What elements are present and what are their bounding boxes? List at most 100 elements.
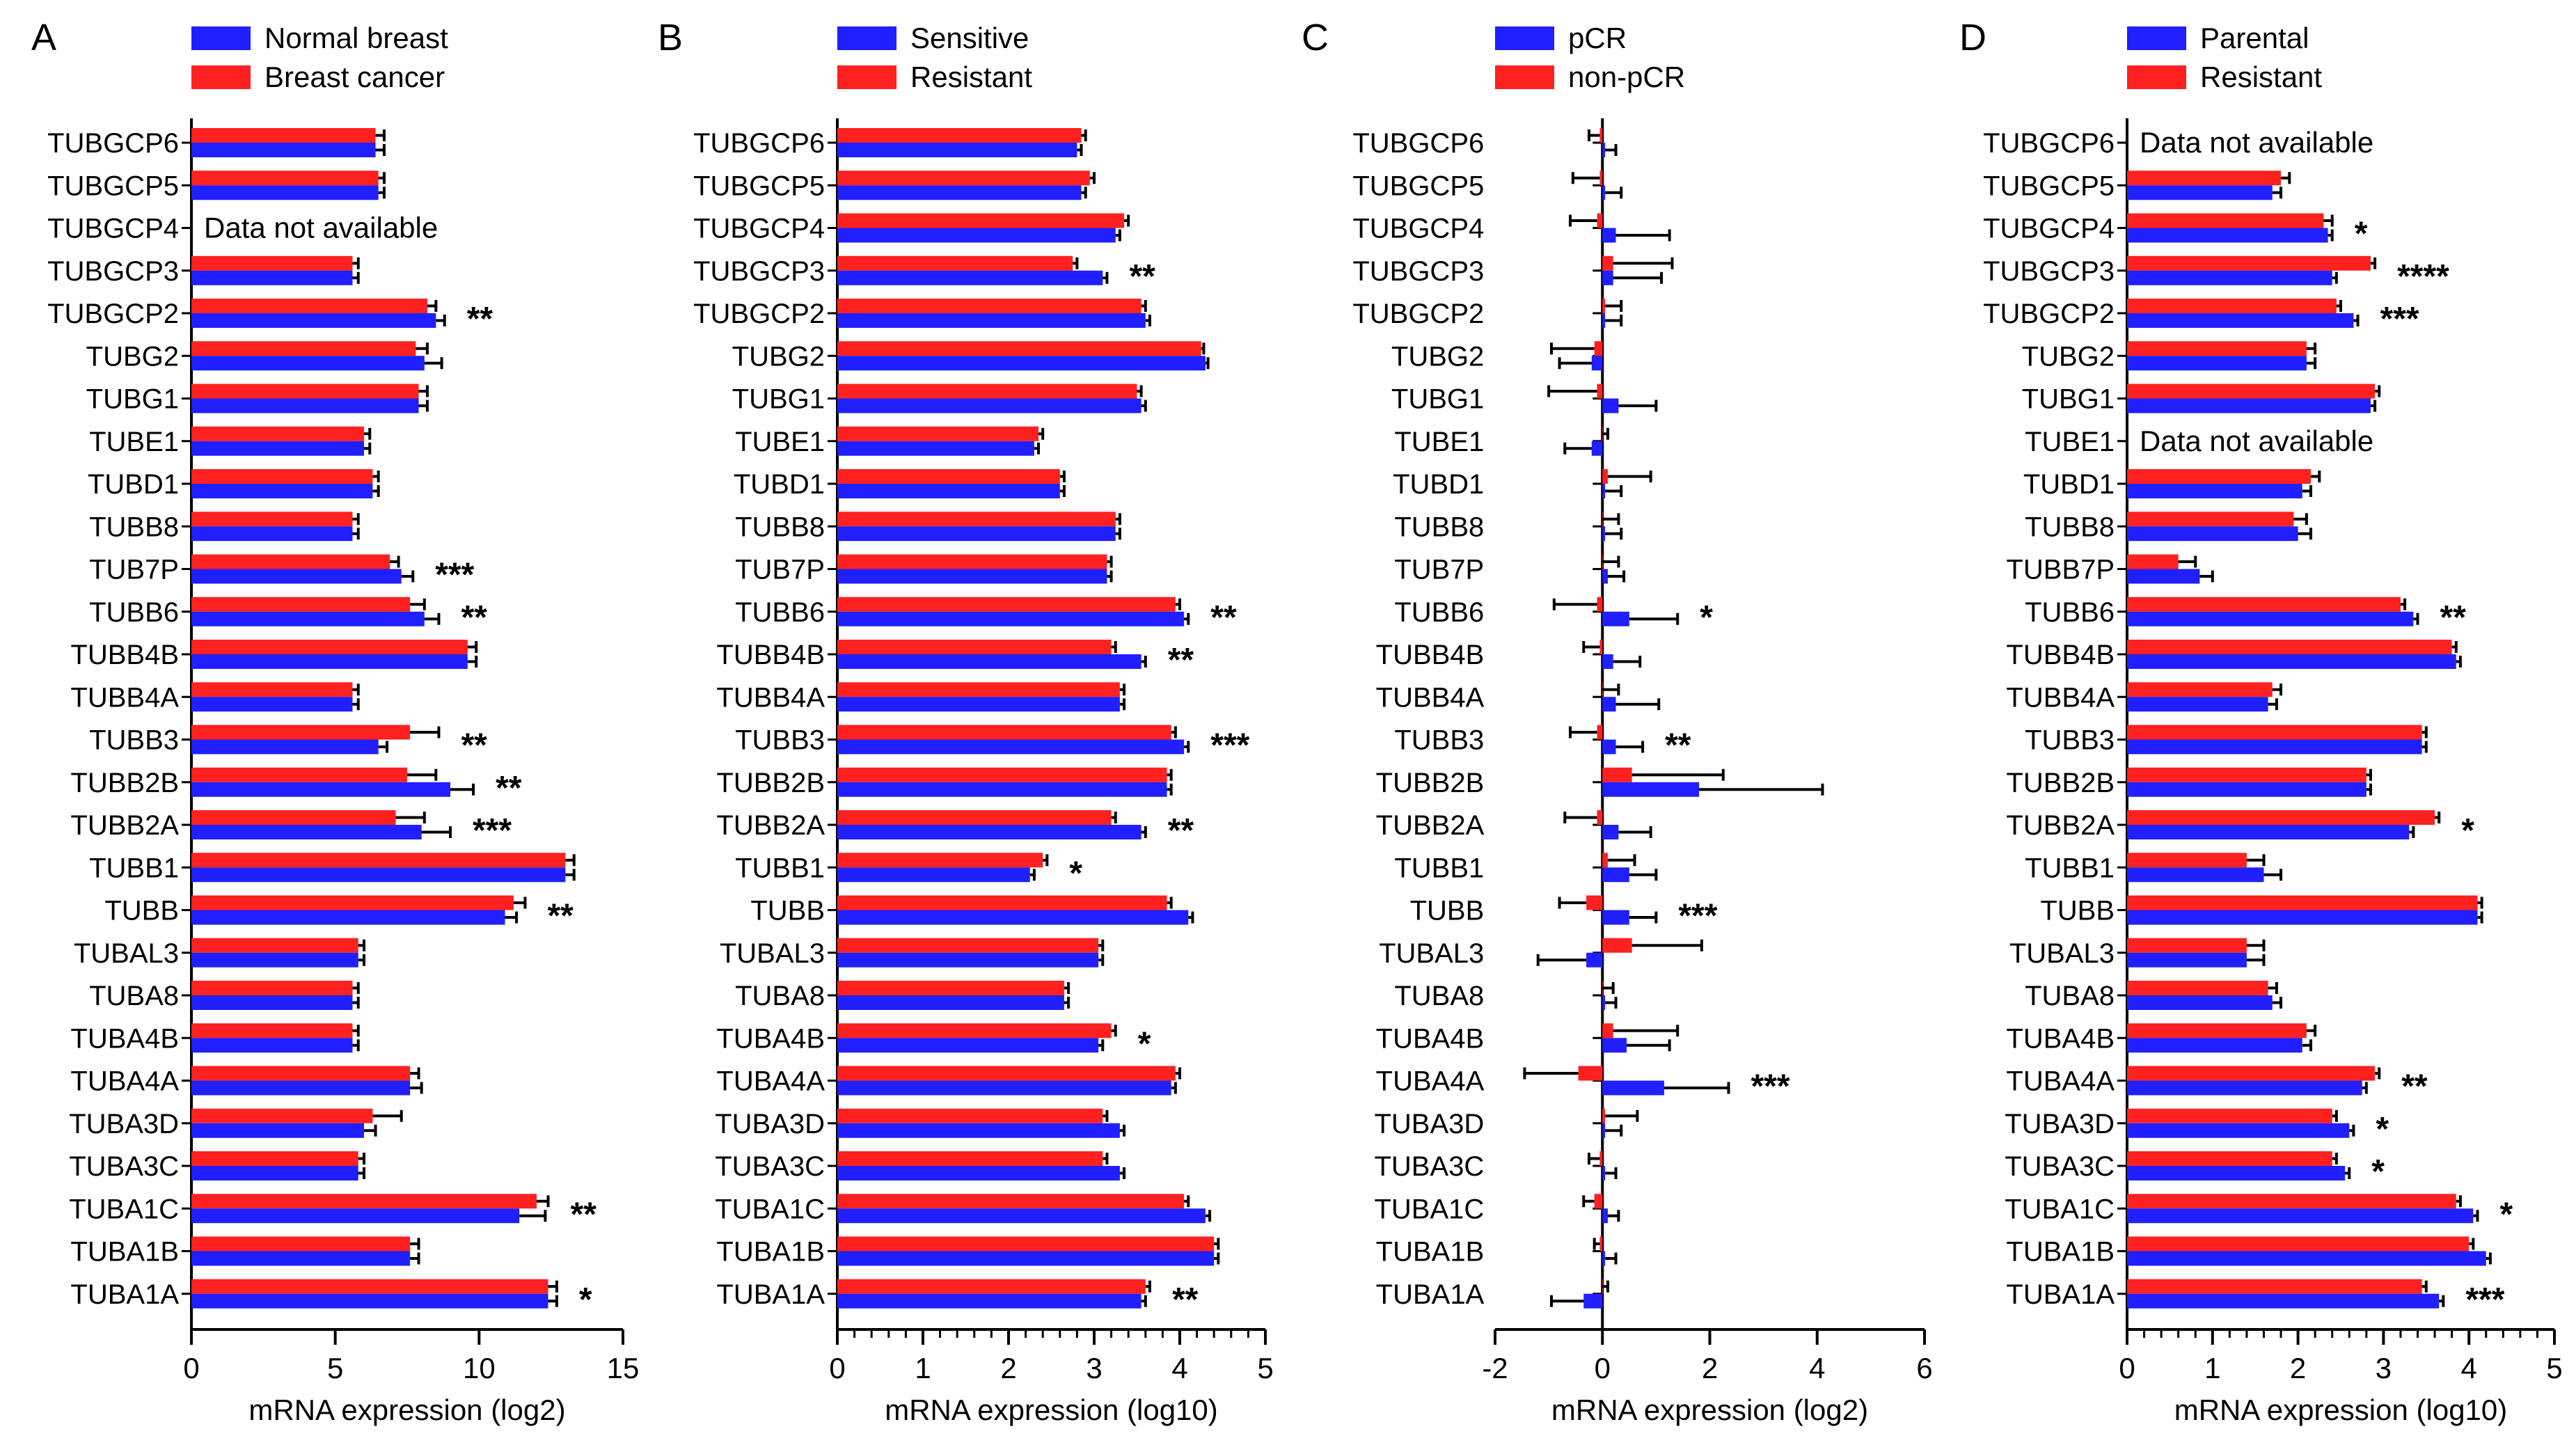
category-label-tuba1b: TUBA1B [1376, 1237, 1485, 1268]
bar-blue-tuba1a [191, 1293, 548, 1309]
category-label-tuba3d: TUBA3D [715, 1109, 825, 1139]
bar-red-tubb4b [837, 640, 1112, 654]
bar-blue-tubd1 [2127, 484, 2302, 498]
bar-red-tuba4a [1578, 1066, 1603, 1081]
category-label-tuba1b: TUBA1B [70, 1237, 179, 1268]
bar-blue-tuba8 [837, 995, 1064, 1010]
bar-blue-tubb8 [1602, 526, 1606, 542]
bar-blue-tuba1a [837, 1293, 1141, 1309]
x-tick-label: 3 [2376, 1352, 2392, 1384]
category-label-tubb4b: TUBB4B [2006, 640, 2115, 670]
category-label-tubb3: TUBB3 [2025, 725, 2115, 756]
x-tick-label: 0 [829, 1352, 845, 1384]
bar-red-tubg1 [837, 384, 1137, 399]
bar-blue-tuba4b [837, 1038, 1099, 1053]
x-axis-title: mRNA expression (log2) [1551, 1393, 1868, 1426]
bar-blue-tubb7p [2127, 569, 2200, 584]
x-tick-label: 0 [1595, 1352, 1611, 1384]
bar-red-tuba1b [191, 1236, 411, 1251]
bar-blue-tubb4b [1602, 654, 1613, 669]
bar-red-tuba3c [191, 1151, 358, 1166]
bar-red-tubb8 [837, 512, 1116, 527]
bar-blue-tuba1c [2127, 1208, 2474, 1224]
bar-blue-tube1 [1591, 441, 1603, 456]
bar-blue-tubb6 [837, 611, 1185, 626]
significance-marker: ** [1665, 727, 1691, 764]
bar-red-tubal3 [2127, 938, 2247, 953]
bar-blue-tubg2 [837, 356, 1206, 371]
bar-red-tubb3 [837, 725, 1171, 740]
category-label-tube1: TUBE1 [89, 427, 179, 457]
category-label-tubgcp2: TUBGCP2 [693, 299, 825, 329]
bar-red-tubb [1586, 895, 1603, 910]
bar-blue-tubgcp2 [2127, 313, 2354, 328]
bar-red-tubb4a [2127, 682, 2273, 697]
bar-red-tubal3 [191, 938, 358, 953]
x-tick-label: 1 [915, 1352, 931, 1384]
legend-swatch-parental [2127, 26, 2186, 50]
bar-red-tubb [191, 895, 514, 910]
bar-blue-tubb4a [2127, 697, 2268, 712]
bar-blue-tubb6 [1602, 611, 1629, 626]
category-label-tuba1a: TUBA1A [716, 1279, 825, 1310]
bar-red-tubg1 [1597, 384, 1603, 399]
bar-red-tuba1a [191, 1279, 548, 1294]
bar-red-tubb8 [2127, 512, 2294, 527]
category-label-tubal3: TUBAL3 [2009, 938, 2115, 969]
bar-blue-tubb1 [1602, 867, 1629, 883]
bar-red-tubb3 [1597, 725, 1603, 740]
category-label-tubb2b: TUBB2B [1376, 768, 1485, 798]
bar-red-tubgcp3 [837, 255, 1073, 271]
bar-blue-tubd1 [191, 484, 373, 498]
data-not-available-note: Data not available [204, 212, 438, 244]
bar-red-tuba4b [837, 1023, 1112, 1039]
category-label-tub7p: TUB7P [89, 555, 179, 585]
significance-marker: ** [461, 727, 487, 764]
x-tick-label: 0 [2119, 1352, 2135, 1384]
category-label-tubb4a: TUBB4A [70, 682, 179, 713]
category-label-tuba4b: TUBA4B [70, 1023, 179, 1054]
x-axis-title: mRNA expression (log10) [885, 1393, 1218, 1426]
x-tick-label: 1 [2204, 1352, 2220, 1384]
bar-blue-tubb6 [2127, 611, 2414, 626]
bar-red-tubb2a [837, 810, 1112, 825]
category-label-tubal3: TUBAL3 [1379, 938, 1484, 969]
significance-marker: * [2499, 1196, 2513, 1233]
bar-blue-tuba3c [837, 1166, 1120, 1181]
category-label-tubgcp3: TUBGCP3 [693, 256, 825, 287]
category-label-tubb6: TUBB6 [1394, 597, 1484, 628]
bar-red-tubal3 [837, 938, 1099, 953]
bar-red-tub7p [191, 554, 390, 569]
bar-red-tuba3d [1602, 1108, 1606, 1123]
category-label-tuba1c: TUBA1C [1374, 1194, 1484, 1224]
significance-marker: ** [467, 301, 493, 338]
bar-blue-tuba1c [191, 1208, 520, 1224]
legend-label-pcr: pCR [1568, 22, 1627, 54]
bar-blue-tuba1a [1583, 1293, 1603, 1309]
bar-blue-tubgcp6 [191, 143, 376, 157]
bar-red-tuba4a [837, 1066, 1176, 1081]
category-label-tubb1: TUBB1 [1394, 853, 1484, 883]
bar-red-tubd1 [1602, 469, 1608, 484]
bar-red-tuba3c [1599, 1151, 1603, 1166]
bar-blue-tuba1b [1602, 1251, 1606, 1266]
category-label-tubb2b: TUBB2B [716, 768, 825, 798]
legend-label-parental: Parental [2200, 22, 2309, 54]
bar-red-tubgcp6 [191, 128, 376, 143]
bar-red-tubb2a [2127, 810, 2435, 825]
bar-blue-tubb4b [2127, 654, 2456, 669]
bar-blue-tubb2a [2127, 825, 2410, 839]
bar-red-tubgcp4 [837, 213, 1125, 228]
bar-blue-tubb3 [191, 739, 379, 755]
x-tick-label: 4 [1809, 1352, 1825, 1384]
category-label-tubd1: TUBD1 [88, 469, 179, 500]
bar-red-tubd1 [2127, 469, 2312, 484]
bar-blue-tuba8 [2127, 995, 2273, 1010]
bar-red-tube1 [837, 426, 1039, 441]
category-label-tubb4b: TUBB4B [70, 640, 179, 670]
bar-red-tubb2b [2127, 767, 2366, 782]
bar-red-tubb7p [2127, 554, 2179, 569]
category-label-tubb3: TUBB3 [89, 725, 179, 756]
legend-label-resistant: Resistant [2200, 61, 2322, 93]
category-label-tubgcp6: TUBGCP6 [1983, 128, 2115, 159]
